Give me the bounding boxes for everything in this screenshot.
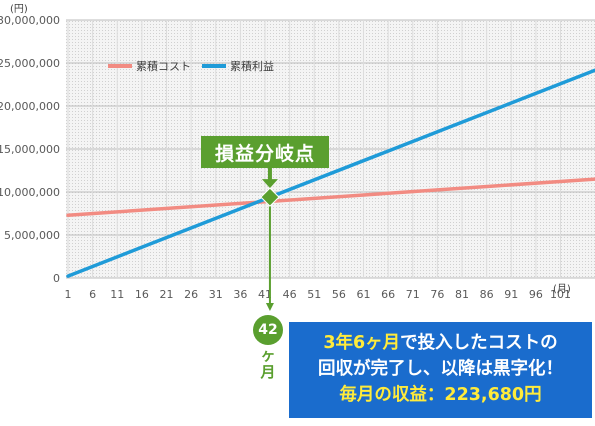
x-tick-label: 66 <box>381 288 395 301</box>
legend-label: 累積利益 <box>230 59 274 73</box>
x-tick-label: 41 <box>258 288 272 301</box>
x-tick-label: 46 <box>283 288 297 301</box>
x-tick-label: 36 <box>233 288 247 301</box>
x-tick-label: 81 <box>455 288 469 301</box>
x-tick-label: 51 <box>307 288 321 301</box>
y-tick-label: 5,000,000 <box>4 229 60 242</box>
x-tick-label: 1 <box>65 288 72 301</box>
summary-line-2: 回収が完了し、以降は黒字化！ <box>318 359 563 379</box>
y-tick-label: 10,000,000 <box>0 186 60 199</box>
x-tick-label: 56 <box>332 288 346 301</box>
x-tick-label: 6 <box>89 288 96 301</box>
break-even-month-unit: ヶ月 <box>260 346 276 381</box>
x-tick-label: 61 <box>357 288 371 301</box>
x-tick-label: 21 <box>160 288 174 301</box>
break-even-callout: 損益分岐点 <box>201 136 329 168</box>
break-even-month-badge: 42 <box>253 315 283 345</box>
x-tick-label: 101 <box>550 288 571 301</box>
summary-duration: 3年6ヶ月 <box>323 333 401 353</box>
break-even-marker <box>260 187 280 207</box>
x-tick-label: 76 <box>430 288 444 301</box>
y-tick-label: 0 <box>53 272 60 285</box>
x-tick-label: 86 <box>480 288 494 301</box>
x-tick-label: 91 <box>504 288 518 301</box>
x-tick-label: 96 <box>529 288 543 301</box>
series-line <box>66 177 595 217</box>
legend-label: 累積コスト <box>136 59 191 73</box>
callout-arrow-head <box>261 179 278 189</box>
x-tick-label: 26 <box>184 288 198 301</box>
y-axis-unit: (円) <box>10 4 28 15</box>
y-tick-label: 20,000,000 <box>0 100 60 113</box>
x-tick-label: 16 <box>135 288 149 301</box>
series-line <box>66 68 595 278</box>
y-tick-label: 30,000,000 <box>0 14 60 27</box>
drop-arrow-head <box>265 303 274 311</box>
summary-box: 3年6ヶ月で投入したコストの 回収が完了し、以降は黒字化！ 毎月の収益：223,… <box>289 322 592 418</box>
x-axis-unit: (月) <box>553 283 571 295</box>
y-tick-label: 15,000,000 <box>0 143 60 156</box>
y-tick-label: 25,000,000 <box>0 57 60 70</box>
summary-line-1-rest: で投入したコストの <box>400 333 558 353</box>
x-tick-label: 31 <box>209 288 223 301</box>
x-tick-label: 71 <box>406 288 420 301</box>
summary-line-3: 毎月の収益：223,680円 <box>339 385 542 405</box>
summary-line-1: 3年6ヶ月で投入したコストの <box>295 330 586 356</box>
x-tick-label: 11 <box>110 288 124 301</box>
